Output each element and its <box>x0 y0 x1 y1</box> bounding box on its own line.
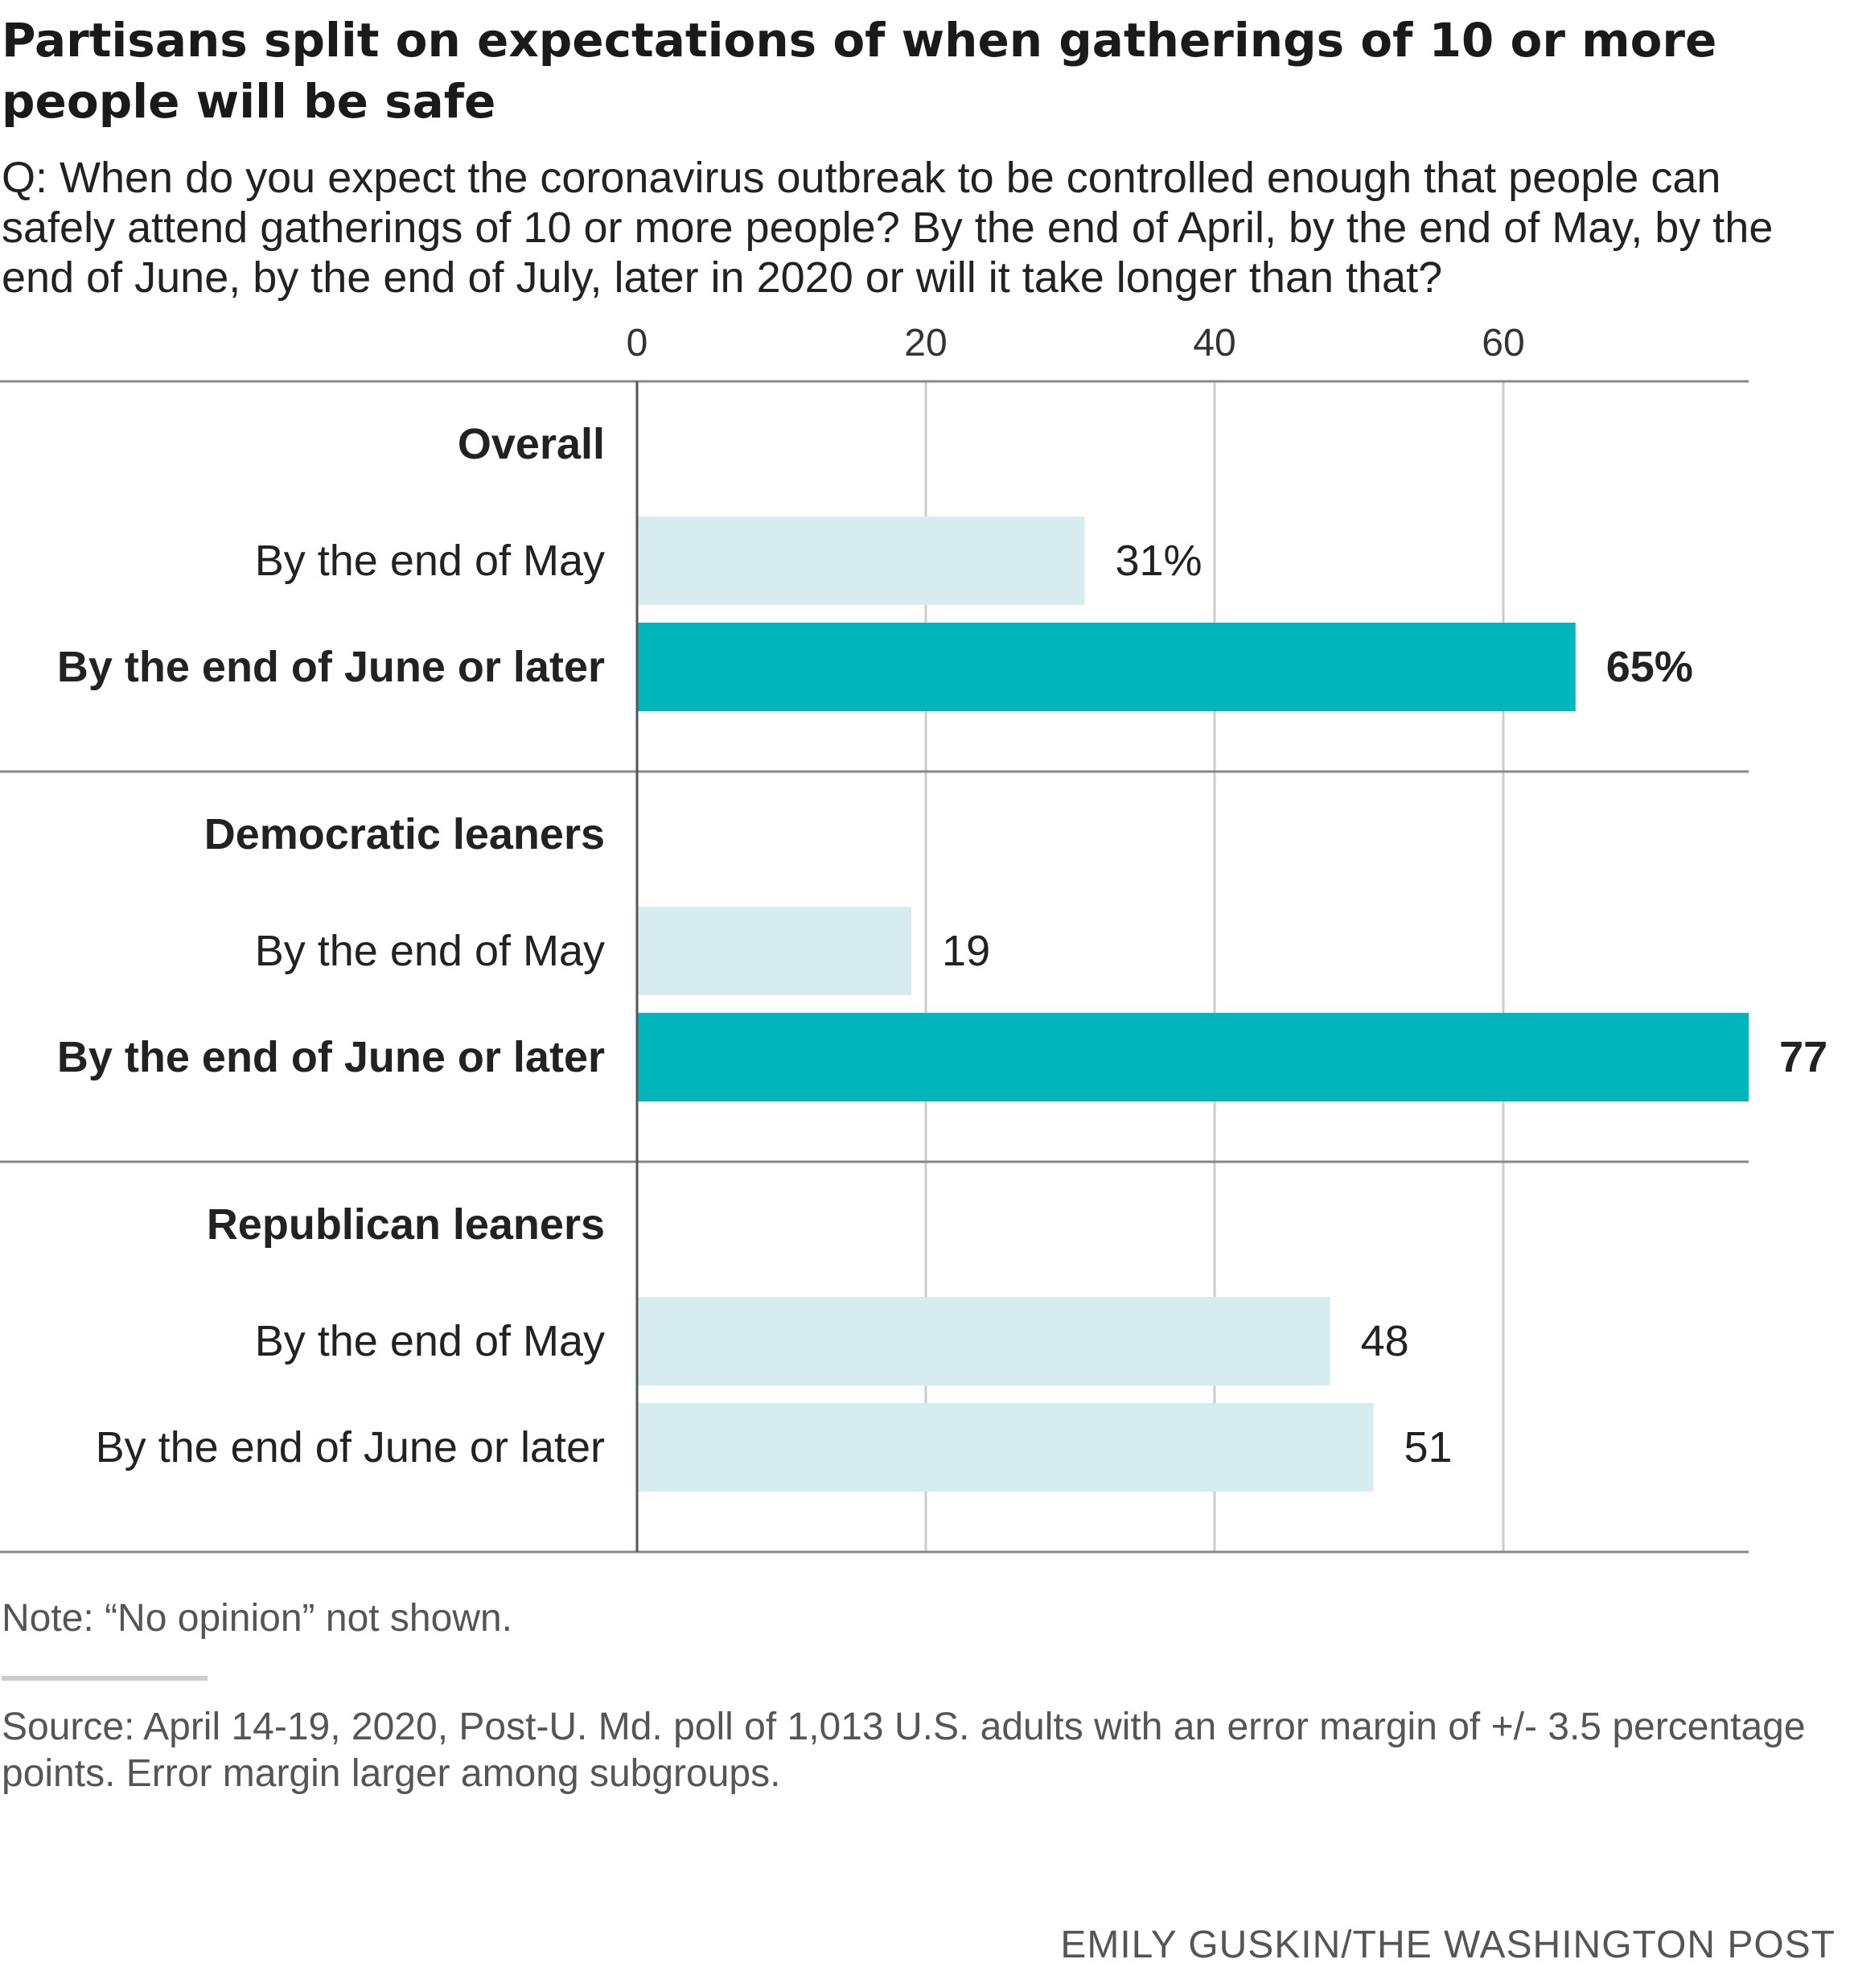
chart-source: Source: April 14-19, 2020, Post-U. Md. p… <box>2 1706 1806 1795</box>
x-tick-label: 0 <box>627 322 648 364</box>
x-tick-label: 60 <box>1482 322 1524 364</box>
bar <box>637 1297 1330 1385</box>
bar-category-label: By the end of May <box>255 927 605 975</box>
group-label: Republican leaners <box>207 1200 605 1249</box>
bar-value-label: 65% <box>1606 643 1693 691</box>
survey-question: Q: When do you expect the coronavirus ou… <box>2 154 1774 302</box>
bar <box>637 1403 1374 1492</box>
group-label: Overall <box>458 420 605 468</box>
bar-category-label: By the end of June or later <box>96 1423 605 1471</box>
x-tick-label: 20 <box>904 322 947 364</box>
bar-value-label: 51 <box>1404 1423 1452 1471</box>
chart-title: Partisans split on expectations of when … <box>2 13 1717 129</box>
bar-value-label: 77 <box>1779 1033 1827 1081</box>
bar-category-label: By the end of May <box>255 537 605 585</box>
note-divider <box>2 1676 208 1681</box>
bar <box>637 907 912 995</box>
bar-category-label: By the end of June or later <box>57 643 605 691</box>
x-tick-label: 40 <box>1193 322 1235 364</box>
chart-note: Note: “No opinion” not shown. <box>2 1597 513 1640</box>
bar-category-label: By the end of May <box>255 1317 605 1365</box>
group-label: Democratic leaners <box>204 810 605 858</box>
bar-value-label: 31% <box>1115 537 1202 585</box>
bar-value-label: 48 <box>1361 1317 1409 1365</box>
bar <box>637 1013 1749 1101</box>
chart-credit: EMILY GUSKIN/THE WASHINGTON POST <box>1060 1924 1836 1966</box>
bar-chart: 0 20 40 60 Overall By the end of May 31% By the… <box>0 322 1827 1554</box>
bar-category-label: By the end of June or later <box>57 1033 605 1081</box>
bar <box>637 517 1085 605</box>
bar <box>637 623 1576 711</box>
bar-value-label: 19 <box>942 927 990 975</box>
